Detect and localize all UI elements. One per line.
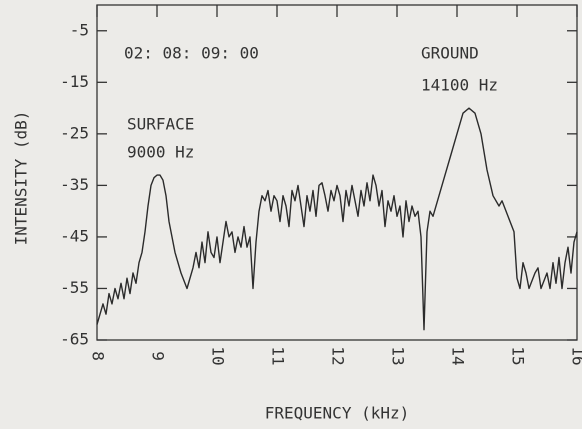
x-tick-label: 12 <box>329 346 348 365</box>
x-tick-label: 13 <box>389 346 408 365</box>
x-tick-label: 16 <box>569 346 582 365</box>
annotation: 14100 Hz <box>421 75 498 94</box>
y-tick-label: -25 <box>60 123 89 142</box>
x-tick-label: 11 <box>269 346 288 365</box>
x-axis-label: FREQUENCY (kHz) <box>265 404 410 423</box>
x-tick-label: 9 <box>149 351 168 361</box>
y-tick-label: -55 <box>60 278 89 297</box>
x-tick-label: 10 <box>209 346 228 365</box>
spectrum-line <box>96 107 578 331</box>
y-tick-label: -65 <box>60 330 89 349</box>
annotation: SURFACE <box>127 115 194 134</box>
x-tick-label: 14 <box>449 346 468 365</box>
annotation: 9000 Hz <box>127 142 194 161</box>
x-tick-label: 8 <box>89 351 108 361</box>
x-tick-label: 15 <box>509 346 528 365</box>
y-axis-label: INTENSITY (dB) <box>12 111 31 246</box>
y-tick-label: -45 <box>60 226 89 245</box>
annotation: GROUND <box>421 43 479 62</box>
y-tick-label: -35 <box>60 175 89 194</box>
y-tick-label: -5 <box>70 20 89 39</box>
y-tick-label: -15 <box>60 72 89 91</box>
annotation: 02: 08: 09: 00 <box>124 43 259 62</box>
